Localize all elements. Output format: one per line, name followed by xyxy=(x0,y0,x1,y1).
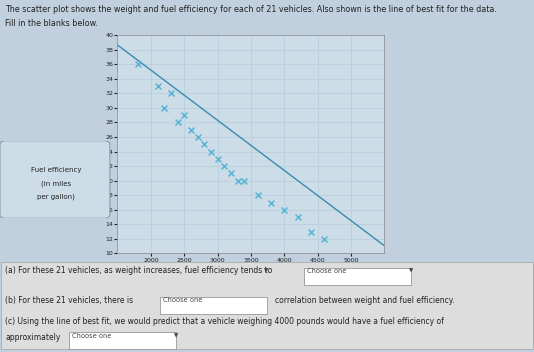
Point xyxy=(320,236,328,242)
Point xyxy=(280,207,288,213)
Point xyxy=(226,171,235,176)
FancyBboxPatch shape xyxy=(1,262,533,349)
Point xyxy=(173,120,182,125)
Text: Choose one: Choose one xyxy=(72,333,112,339)
Text: correlation between weight and fuel efficiency.: correlation between weight and fuel effi… xyxy=(275,296,454,305)
Point xyxy=(253,193,262,198)
X-axis label: Weight (in pounds): Weight (in pounds) xyxy=(215,265,287,275)
FancyBboxPatch shape xyxy=(304,268,411,285)
Point xyxy=(187,127,195,133)
Text: ▼: ▼ xyxy=(264,268,269,273)
Point xyxy=(266,200,276,205)
Text: The scatter plot shows the weight and fuel efficiency for each of 21 vehicles. A: The scatter plot shows the weight and fu… xyxy=(5,5,497,14)
Text: (c) Using the line of best fit, we would predict that a vehicle weighing 4000 po: (c) Using the line of best fit, we would… xyxy=(5,318,444,327)
Point xyxy=(220,163,229,169)
FancyBboxPatch shape xyxy=(0,141,110,218)
Text: approximately: approximately xyxy=(5,333,61,342)
Point xyxy=(233,178,242,183)
Point xyxy=(207,149,215,155)
Point xyxy=(214,156,222,162)
FancyBboxPatch shape xyxy=(160,297,267,314)
Text: ▼: ▼ xyxy=(409,268,413,273)
Point xyxy=(167,90,175,96)
Text: ▼: ▼ xyxy=(174,333,178,338)
Text: per gallon): per gallon) xyxy=(37,193,75,200)
Text: (b) For these 21 vehicles, there is: (b) For these 21 vehicles, there is xyxy=(5,296,134,305)
Text: (a) For these 21 vehicles, as weight increases, fuel efficiency tends to: (a) For these 21 vehicles, as weight inc… xyxy=(5,266,273,275)
Text: Choose one: Choose one xyxy=(163,297,202,303)
Point xyxy=(134,62,142,67)
FancyBboxPatch shape xyxy=(69,332,176,349)
Text: Choose one: Choose one xyxy=(307,268,347,274)
Point xyxy=(294,214,302,220)
Point xyxy=(160,105,169,111)
Point xyxy=(307,229,315,234)
Point xyxy=(153,83,162,89)
Point xyxy=(193,134,202,140)
Point xyxy=(180,112,189,118)
Text: Fill in the blanks below.: Fill in the blanks below. xyxy=(5,19,98,29)
Text: Fuel efficiency: Fuel efficiency xyxy=(31,167,81,173)
Point xyxy=(200,142,208,147)
Point xyxy=(240,178,249,183)
Text: (in miles: (in miles xyxy=(41,180,71,187)
